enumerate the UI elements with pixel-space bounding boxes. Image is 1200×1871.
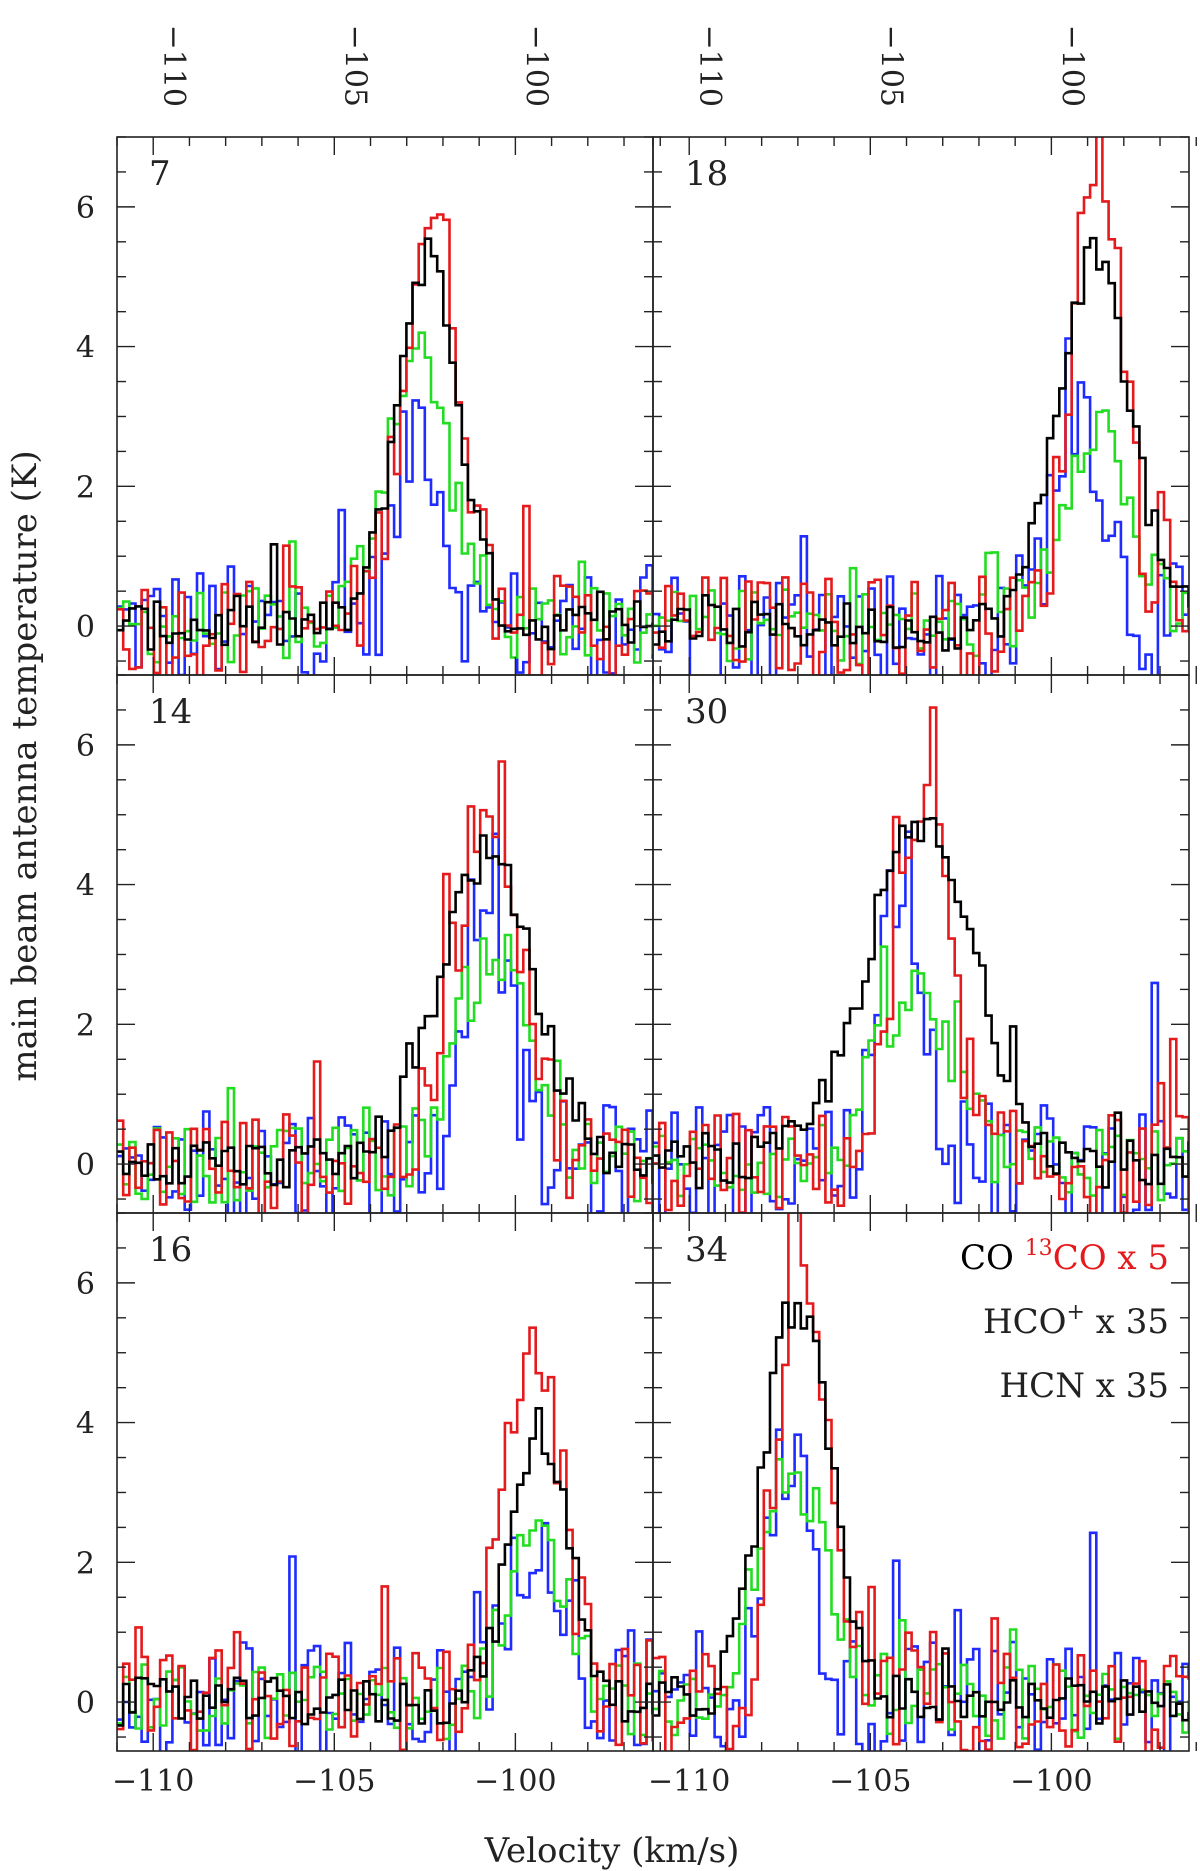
legend-hcn: HCN x 35 [1000,1366,1169,1406]
series-13co-panel-30 [653,706,1189,1213]
panel-frames [116,136,1190,1752]
legend-co: CO [960,1238,1025,1278]
series-co-panel-30 [653,817,1189,1190]
x-tick-label-bottom: −105 [293,1764,375,1799]
x-tick-label-top: −110 [156,25,191,107]
panel-34-spectra [653,1213,1189,1751]
y-tick-label: 4 [76,331,95,366]
x-tick-label-top: −110 [692,25,727,107]
legend-hco-plus: HCO+ x 35 [983,1300,1169,1342]
y-tick-label: 6 [76,1267,95,1302]
panel-16-spectra [117,1326,653,1751]
series-co-panel-14 [117,834,653,1189]
y-tick-label: 4 [76,869,95,904]
panel-14-spectra [117,760,653,1213]
y-axis-title: main beam antenna temperature (K) [5,450,45,1081]
y-tick-label: 0 [76,1148,95,1183]
panel-34-frame [652,1212,1190,1752]
panel-label: 14 [149,692,192,732]
y-tick-label: 2 [76,470,95,505]
x-tick-label-top: −100 [518,25,553,107]
y-tick-label: 2 [76,1546,95,1581]
panel-label: 18 [685,154,728,194]
series-co-panel-18 [653,236,1189,652]
x-tick-label-bottom: −100 [474,1764,556,1799]
legend-row-co: CO 13CO x 5 [960,1236,1169,1278]
x-tick-label-top: −105 [873,25,908,107]
panel-16-frame [116,1212,654,1752]
series-co-panel-16 [117,1407,653,1727]
legend: CO 13CO x 5 HCO+ x 35 HCN x 35 [960,1236,1169,1406]
y-tick-label: 0 [76,1686,95,1721]
series-13co-panel-7 [117,213,653,675]
x-tick-label-bottom: −100 [1010,1764,1092,1799]
series-co-panel-7 [117,237,653,651]
panel-label: 34 [685,1230,728,1270]
x-tick-label-top: −100 [1054,25,1089,107]
x-tick-label-bottom: −110 [648,1764,730,1799]
panel-18-spectra [653,137,1189,675]
x-tick-label-top: −105 [337,25,372,107]
axis-labels: 7 0 2 4 6 −110 −105 −100 18 −110 −105 −100 14 0 2 4 6 30 1… [76,25,1093,1799]
y-tick-label: 2 [76,1008,95,1043]
series-13co-panel-16 [117,1326,653,1751]
series-13co-panel-18 [653,137,1189,675]
y-tick-label: 6 [76,729,95,764]
x-tick-label-bottom: −110 [112,1764,194,1799]
y-tick-label: 0 [76,610,95,645]
axis-ticks [116,136,1197,1751]
legend-13co: CO x 5 [1053,1238,1169,1278]
panel-label: 16 [149,1230,192,1270]
series-13co-panel-34 [653,1213,1189,1751]
y-tick-label: 4 [76,1407,95,1442]
panel-7-spectra [117,213,653,675]
spectrum-curves [117,137,1189,1751]
x-tick-label-bottom: −105 [829,1764,911,1799]
series-hcn-panel-14 [117,832,653,1213]
series-co-panel-34 [653,1301,1189,1725]
x-axis-title: Velocity (km/s) [484,1831,740,1871]
panel-label: 7 [149,154,171,194]
panel-label: 30 [685,692,728,732]
y-tick-label: 6 [76,191,95,226]
legend-13co-sup: 13 [1025,1236,1053,1261]
series-hco-plus-panel-14 [117,933,653,1204]
panel-30-spectra [653,706,1189,1213]
